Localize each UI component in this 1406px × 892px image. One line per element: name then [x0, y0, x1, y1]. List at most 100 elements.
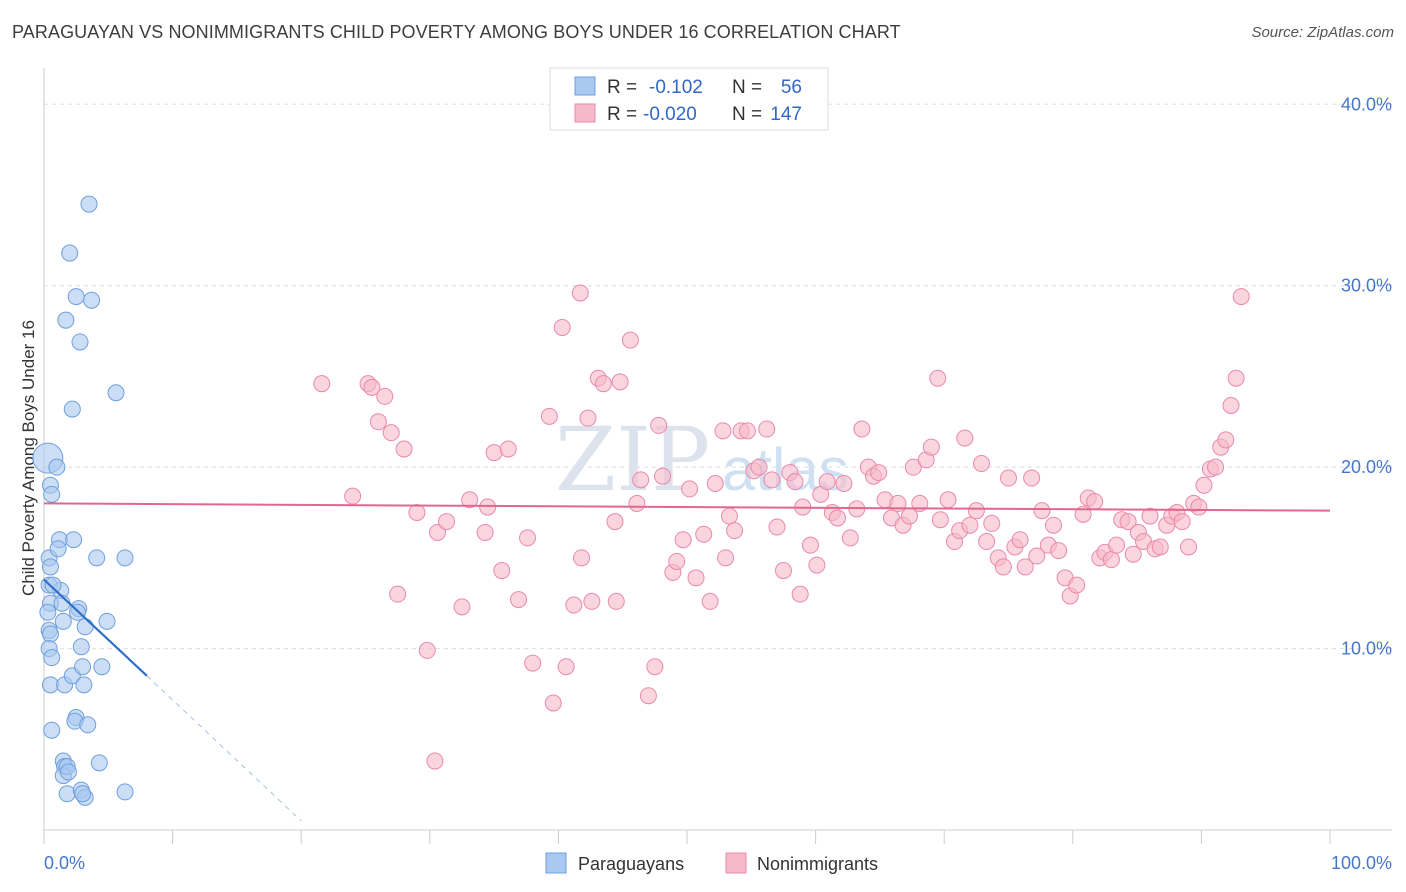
point-nonimmigrants-14 — [453, 598, 471, 616]
point-nonimmigrants-23 — [524, 654, 542, 672]
point-paraguayans-47 — [90, 754, 108, 772]
point-nonimmigrants-15 — [461, 491, 479, 509]
legend-n-value-2: 147 — [770, 104, 802, 125]
point-nonimmigrants-40 — [639, 687, 657, 705]
point-nonimmigrants-146 — [791, 585, 809, 603]
point-nonimmigrants-8 — [395, 440, 413, 458]
point-nonimmigrants-145 — [717, 549, 735, 567]
point-nonimmigrants-143 — [1232, 288, 1250, 306]
point-nonimmigrants-49 — [695, 525, 713, 543]
point-nonimmigrants-31 — [579, 409, 597, 427]
point-nonimmigrants-96 — [972, 455, 990, 473]
point-nonimmigrants-54 — [726, 522, 744, 540]
point-nonimmigrants-116 — [1086, 493, 1104, 511]
bottom-legend-label-nonimmigrants: Nonimmigrants — [757, 854, 878, 874]
point-nonimmigrants-42 — [650, 416, 668, 434]
point-paraguayans-39 — [75, 676, 93, 694]
y-axis-title: Child Poverty Among Boys Under 16 — [19, 320, 38, 596]
point-paraguayans-51 — [74, 785, 92, 803]
point-nonimmigrants-5 — [376, 387, 394, 405]
point-nonimmigrants-93 — [956, 429, 974, 447]
point-nonimmigrants-119 — [1102, 551, 1120, 569]
point-nonimmigrants-1 — [344, 487, 362, 505]
grid-lines — [44, 103, 1392, 650]
point-paraguayans-28 — [63, 400, 81, 418]
point-nonimmigrants-140 — [1217, 431, 1235, 449]
legend-n-value-1: 56 — [781, 77, 802, 98]
point-paraguayans-43 — [83, 291, 101, 309]
point-paraguayans-11 — [43, 649, 61, 667]
point-paraguayans-19 — [54, 612, 72, 630]
point-nonimmigrants-103 — [1011, 531, 1029, 549]
point-nonimmigrants-39 — [632, 471, 650, 489]
chart-source: Source: ZipAtlas.com — [1251, 24, 1394, 41]
point-nonimmigrants-90 — [939, 491, 957, 509]
point-nonimmigrants-135 — [1190, 498, 1208, 516]
point-nonimmigrants-113 — [1068, 576, 1086, 594]
point-nonimmigrants-25 — [544, 694, 562, 712]
point-nonimmigrants-56 — [738, 422, 756, 440]
point-nonimmigrants-97 — [978, 533, 996, 551]
x-tick-label-min: 0.0% — [44, 853, 85, 873]
point-nonimmigrants-66 — [801, 536, 819, 554]
point-nonimmigrants-41 — [646, 658, 664, 676]
point-paraguayans-37 — [72, 638, 90, 656]
trend-line-paraguayans-extension — [146, 675, 302, 822]
point-nonimmigrants-26 — [553, 318, 571, 336]
point-nonimmigrants-88 — [929, 369, 947, 387]
point-nonimmigrants-22 — [519, 529, 537, 547]
y-tick-label-30: 30.0% — [1341, 276, 1392, 296]
point-nonimmigrants-132 — [1173, 513, 1191, 531]
point-nonimmigrants-141 — [1222, 396, 1240, 414]
point-nonimmigrants-94 — [961, 516, 979, 534]
legend-box — [549, 67, 829, 131]
point-nonimmigrants-18 — [485, 444, 503, 462]
point-nonimmigrants-0 — [313, 375, 331, 393]
point-nonimmigrants-16 — [476, 523, 494, 541]
point-nonimmigrants-60 — [763, 471, 781, 489]
point-nonimmigrants-52 — [714, 422, 732, 440]
point-nonimmigrants-73 — [841, 529, 859, 547]
point-nonimmigrants-64 — [786, 473, 804, 491]
y-tick-label-20: 20.0% — [1341, 457, 1392, 477]
point-nonimmigrants-46 — [674, 531, 692, 549]
point-paraguayans-42 — [80, 195, 98, 213]
bottom-legend: Paraguayans Nonimmigrants — [545, 852, 878, 874]
point-nonimmigrants-136 — [1195, 476, 1213, 494]
point-nonimmigrants-62 — [774, 562, 792, 580]
axes — [43, 68, 1392, 831]
point-paraguayans-4 — [41, 558, 59, 576]
point-nonimmigrants-78 — [870, 464, 888, 482]
point-nonimmigrants-144 — [611, 373, 629, 391]
point-paraguayans-2 — [43, 485, 61, 503]
point-nonimmigrants-69 — [818, 473, 836, 491]
point-nonimmigrants-106 — [1028, 547, 1046, 565]
bottom-legend-label-paraguayans: Paraguayans — [578, 854, 684, 874]
point-nonimmigrants-17 — [479, 498, 497, 516]
point-nonimmigrants-75 — [853, 420, 871, 438]
point-nonimmigrants-110 — [1050, 542, 1068, 560]
point-nonimmigrants-11 — [426, 752, 444, 770]
point-paraguayans-24 — [58, 785, 76, 803]
watermark: ZIP atlas — [555, 408, 849, 511]
trend-lines — [43, 502, 1331, 822]
y-tick-labels: 10.0% 20.0% 30.0% 40.0% — [1341, 94, 1392, 658]
point-paraguayans-16 — [49, 540, 67, 558]
point-paraguayans-44 — [76, 618, 94, 636]
chart-title: PARAGUAYAN VS NONIMMIGRANTS CHILD POVERT… — [12, 22, 901, 42]
legend-swatch-blue — [574, 76, 596, 96]
point-nonimmigrants-37 — [621, 331, 639, 349]
point-nonimmigrants-20 — [499, 440, 517, 458]
point-nonimmigrants-71 — [828, 509, 846, 527]
point-nonimmigrants-72 — [835, 474, 853, 492]
x-tick-label-max: 100.0% — [1331, 853, 1392, 873]
point-nonimmigrants-120 — [1108, 536, 1126, 554]
point-nonimmigrants-45 — [668, 552, 686, 570]
point-nonimmigrants-83 — [900, 507, 918, 525]
point-paraguayans-53 — [116, 549, 134, 567]
point-nonimmigrants-43 — [654, 467, 672, 485]
point-nonimmigrants-105 — [1023, 469, 1041, 487]
point-nonimmigrants-100 — [994, 558, 1012, 576]
series-nonimmigrants — [313, 284, 1250, 770]
